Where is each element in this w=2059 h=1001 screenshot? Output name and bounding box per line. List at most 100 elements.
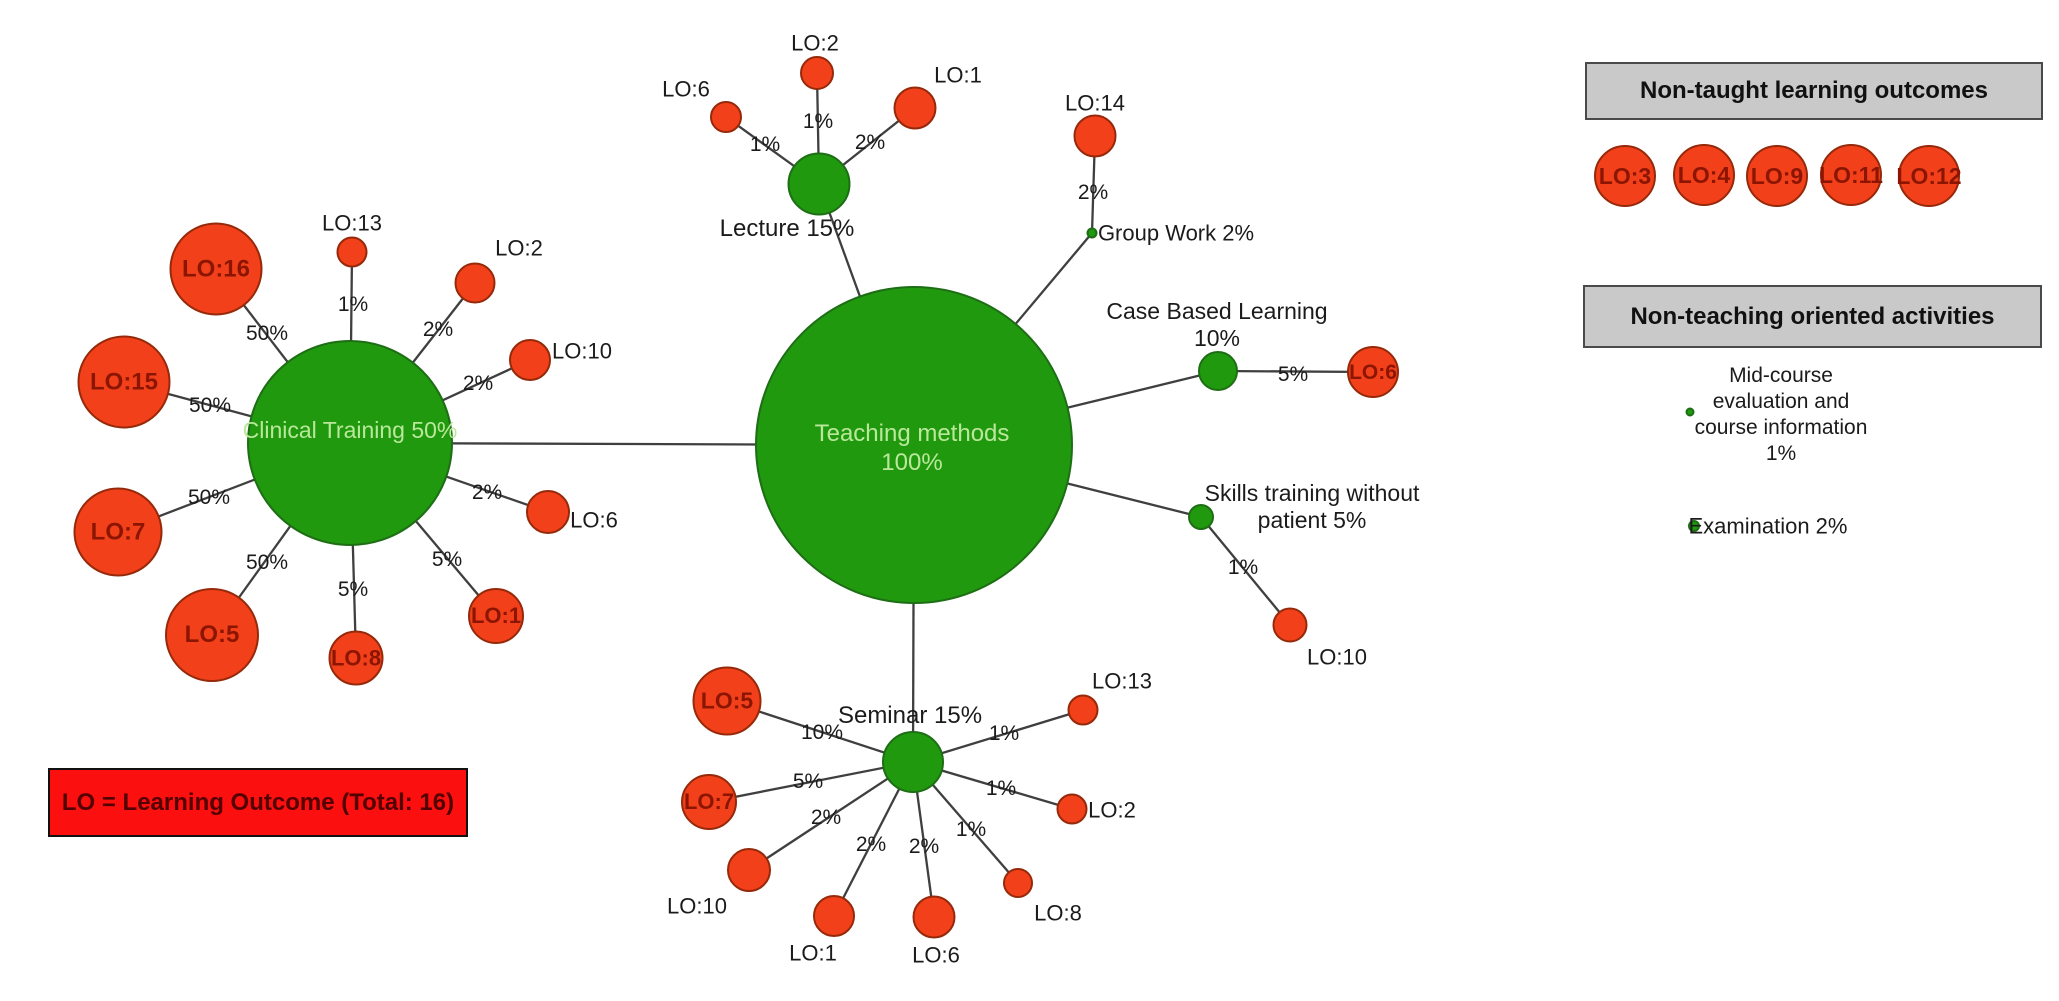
pct-seminar-lo10: 2% [810, 805, 842, 829]
lo12-label: LO:12 [1896, 162, 1962, 189]
node-lo2-clinical [454, 262, 496, 304]
lo6-seminar-label: LO:6 [912, 942, 960, 968]
node-lo1-clinical: LO:1 [468, 588, 524, 644]
pct-seminar-lo7: 5% [792, 769, 824, 793]
pct-lecture-lo1: 2% [854, 130, 886, 154]
lo8-seminar-label: LO:8 [1034, 900, 1082, 926]
edge [708, 760, 914, 804]
lo10-skills-label: LO:10 [1307, 644, 1367, 670]
pct-lecture-lo2: 1% [802, 109, 834, 133]
pct-clinical-lo2: 2% [422, 317, 454, 341]
pct-clinical-lo7: 50% [187, 485, 231, 509]
lo8-clinical-label: LO:8 [330, 645, 382, 670]
pct-clinical-lo13: 1% [337, 292, 369, 316]
lo1-lecture-label: LO:1 [934, 62, 982, 88]
node-lo10-seminar [727, 848, 771, 892]
lo2-seminar-label: LO:2 [1088, 797, 1136, 823]
case-based-learning-label: Case Based Learning 10% [1106, 298, 1328, 351]
lo11-label: LO:11 [1819, 161, 1883, 188]
lo7-seminar-label: LO:7 [683, 789, 735, 814]
lo1-clinical-label: LO:1 [470, 603, 522, 628]
node-skills-training [1188, 504, 1214, 530]
pct-clinical-lo5: 50% [245, 550, 289, 574]
node-lo12-nontaught: LO:12 [1896, 145, 1962, 207]
non-taught-title: Non-taught learning outcomes [1640, 77, 1988, 104]
node-lo2-seminar [1056, 793, 1088, 825]
mid-course-label: Mid-course evaluation and course informa… [1694, 364, 1868, 465]
node-lo16-clinical: LO:16 [169, 222, 263, 316]
lo4-label: LO:4 [1677, 161, 1731, 188]
node-lo7-seminar: LO:7 [681, 774, 737, 830]
pct-seminar-lo8: 1% [955, 817, 987, 841]
pct-clinical-lo8: 5% [337, 577, 369, 601]
lo13-seminar-label: LO:13 [1092, 668, 1152, 694]
lo2-clinical-label: LO:2 [495, 235, 543, 261]
node-lo7-clinical: LO:7 [73, 487, 163, 577]
node-seminar [882, 731, 944, 793]
node-lo2-lecture [800, 56, 834, 90]
node-lo6-lecture [710, 101, 742, 133]
lo13-clinical-label: LO:13 [322, 210, 382, 236]
pct-seminar-lo13: 1% [988, 721, 1020, 745]
pct-group-work-lo14: 2% [1077, 180, 1109, 204]
node-lo11-nontaught: LO:11 [1819, 144, 1883, 206]
node-lo6-seminar [912, 895, 956, 939]
mid-course-dot [1685, 407, 1695, 417]
node-lo10-clinical [509, 339, 551, 381]
node-lo3-nontaught: LO:3 [1594, 145, 1656, 207]
seminar-label: Seminar 15% [837, 702, 983, 730]
node-lo5-clinical: LO:5 [165, 588, 259, 682]
lo6-lecture-label: LO:6 [662, 76, 710, 102]
lo10-clinical-label: LO:10 [552, 338, 612, 364]
node-lo1-seminar [813, 895, 855, 937]
edge [748, 761, 914, 871]
edge [1200, 516, 1291, 626]
node-clinical-training [247, 340, 453, 546]
node-lo8-seminar [1003, 868, 1033, 898]
legend-label: LO = Learning Outcome (Total: 16) [61, 788, 455, 816]
node-lo13-seminar [1067, 694, 1099, 726]
lo16-label: LO:16 [181, 255, 250, 282]
lo6-clinical-label: LO:6 [570, 507, 618, 533]
lo9-label: LO:9 [1750, 162, 1804, 189]
pct-seminar-lo6: 2% [908, 834, 940, 858]
lo1-seminar-label: LO:1 [789, 940, 837, 966]
lo3-label: LO:3 [1598, 162, 1652, 189]
pct-seminar-lo5: 10% [800, 720, 844, 744]
pct-cbl-lo6: 5% [1277, 362, 1309, 386]
node-lo8-clinical: LO:8 [328, 630, 384, 686]
node-lo13-clinical [336, 236, 368, 268]
node-lecture [787, 152, 851, 216]
examination-dot [1688, 520, 1700, 532]
node-group-work-dot [1086, 227, 1098, 239]
lo7-clinical-label: LO:7 [90, 518, 146, 545]
pct-clinical-lo16: 50% [245, 321, 289, 345]
pct-clinical-lo1: 5% [431, 547, 463, 571]
node-lo4-nontaught: LO:4 [1673, 144, 1735, 206]
lo2-lecture-label: LO:2 [791, 30, 839, 56]
non-teaching-header: Non-teaching oriented activities [1583, 285, 2042, 348]
lo5-seminar-label: LO:5 [700, 687, 754, 714]
lo6-cbl-label: LO:6 [1349, 360, 1397, 384]
node-lo9-nontaught: LO:9 [1746, 145, 1808, 207]
lo5-clinical-label: LO:5 [184, 621, 240, 648]
node-lo10-skills [1272, 607, 1308, 643]
non-teaching-title: Non-teaching oriented activities [1630, 302, 1995, 330]
clinical-training-label: Clinical Training 50% [242, 416, 458, 443]
lo15-clinical-label: LO:15 [89, 368, 158, 395]
pct-seminar-lo1: 2% [855, 832, 887, 856]
pct-clinical-lo6: 2% [471, 480, 503, 504]
node-lo1-lecture [893, 86, 937, 130]
node-lo6-cbl: LO:6 [1347, 346, 1399, 398]
pct-clinical-lo10: 2% [462, 371, 494, 395]
examination-label: Examination 2% [1688, 513, 1848, 539]
node-lo5-seminar: LO:5 [692, 666, 762, 736]
pct-seminar-lo2: 1% [985, 776, 1017, 800]
pct-skills-lo10: 1% [1227, 555, 1259, 579]
node-case-based-learning [1198, 351, 1238, 391]
node-lo14-group-work [1073, 114, 1117, 158]
teaching-methods-label: Teaching methods 100% [814, 420, 1010, 476]
node-lo15-clinical: LO:15 [77, 335, 171, 429]
group-work-label: Group Work 2% [1097, 220, 1255, 246]
